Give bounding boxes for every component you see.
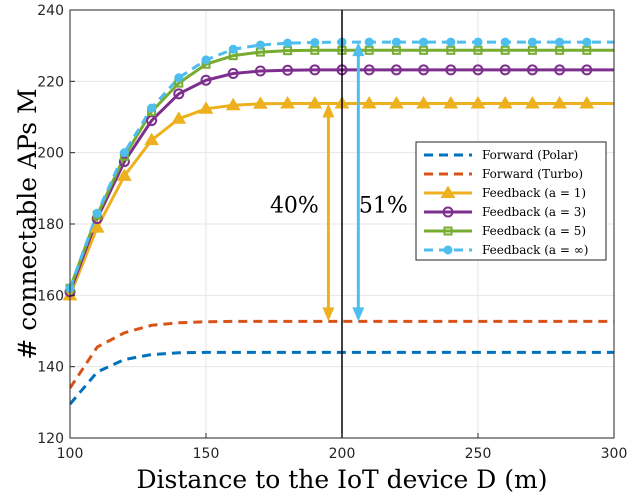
legend-marker-5: [443, 245, 453, 255]
y-tick-label: 200: [37, 146, 64, 162]
y-tick-label: 120: [37, 431, 64, 447]
annotation-label-0: 40%: [270, 193, 319, 218]
series-2-point: [389, 95, 404, 109]
series-2-point: [497, 95, 513, 109]
series-5-point: [555, 37, 565, 47]
series-4-point: [473, 45, 483, 55]
legend-label-1: Forward (Turbo): [482, 167, 583, 181]
y-tick-label: 160: [37, 288, 64, 304]
series-2-point: [117, 168, 132, 181]
legend-marker-2: [440, 185, 456, 198]
annotations: 40% 51%: [270, 10, 408, 438]
series-4-point: [364, 45, 374, 55]
y-tick-label: 180: [37, 217, 64, 233]
series-2-point: [198, 101, 214, 114]
series-5-point: [527, 37, 537, 47]
series-5-point: [119, 148, 129, 158]
series-4-point: [527, 45, 537, 55]
y-tick-label: 240: [37, 3, 64, 19]
x-axis-label: Distance to the IoT device D (m): [136, 465, 547, 494]
series-5-point: [582, 37, 592, 47]
series-2-point: [225, 97, 241, 111]
series-4-point: [446, 45, 456, 55]
legend-label-0: Forward (Polar): [482, 148, 578, 162]
x-tick-label: 150: [193, 446, 220, 462]
series-5-point: [364, 37, 374, 47]
series-3-point: [445, 64, 457, 76]
legend-label-3: Feedback (a = 3): [482, 205, 586, 219]
series-3-point: [526, 64, 538, 76]
series-2-point: [253, 96, 268, 109]
series-2-point: [416, 95, 431, 109]
arrow-head-bottom: [322, 307, 335, 322]
series-5-point: [310, 37, 320, 47]
series-2-point: [361, 95, 377, 109]
x-tick-label: 300: [601, 446, 628, 462]
series-4-point: [500, 45, 510, 55]
series-5-point: [419, 37, 429, 47]
series-2-point: [144, 132, 159, 146]
y-tick-label: 220: [37, 74, 64, 90]
series-4-point: [419, 45, 429, 55]
series-2-point: [579, 95, 595, 109]
series-2-point: [307, 95, 323, 109]
legend-marker-4: [443, 226, 453, 236]
series-line-1: [70, 319, 614, 389]
series-4-point: [582, 45, 592, 55]
series-5-point: [201, 55, 211, 65]
series-3-point: [200, 74, 212, 86]
legend-label-4: Feedback (a = 5): [482, 224, 586, 238]
x-tick-label: 100: [57, 446, 84, 462]
series-3-point: [173, 88, 185, 100]
annotation-arrow-1: [352, 42, 365, 322]
series-3-point: [554, 64, 566, 76]
series-3-point: [418, 64, 430, 76]
series-5-point: [228, 44, 238, 54]
series-5-point: [92, 208, 102, 218]
series-5-point: [255, 40, 265, 50]
series-2-point: [171, 111, 187, 124]
y-tick-label: 140: [37, 360, 64, 376]
legend: Forward (Polar) Forward (Turbo) Feedback (…: [415, 141, 607, 261]
series-3-point: [309, 64, 321, 76]
series-5-point: [500, 37, 510, 47]
annotation-label-1: 51%: [359, 193, 408, 218]
series-2-point: [525, 95, 540, 109]
arrow-head-bottom: [352, 307, 365, 322]
x-tick-label: 250: [465, 446, 492, 462]
legend-label-5: Feedback (a = ∞): [482, 243, 588, 257]
annotation-arrow-0: [322, 103, 335, 322]
series-2-point: [552, 95, 567, 109]
tick-labels: 100 150 200 250 300 120 140 160 180 200 220 240: [37, 3, 627, 462]
series-3-point: [254, 65, 266, 77]
series-4-point: [555, 45, 565, 55]
series-2-point: [443, 95, 459, 109]
series-2-point: [89, 220, 105, 233]
series-3-point: [472, 64, 484, 76]
series-3-point: [363, 64, 375, 76]
arrow-head-top: [352, 42, 365, 57]
series-5-point: [283, 38, 293, 48]
arrow-head-top: [322, 103, 335, 118]
series-5-point: [446, 37, 456, 47]
series-5-point: [174, 73, 184, 83]
series-3-point: [499, 64, 511, 76]
x-tick-label: 200: [329, 446, 356, 462]
series-3-point: [581, 64, 593, 76]
legend-marker-3: [442, 206, 454, 218]
series-5-point: [473, 37, 483, 47]
legend-box: [415, 141, 607, 261]
series-2-point: [470, 95, 486, 109]
series-3-point: [227, 67, 239, 79]
series-5-point: [391, 37, 401, 47]
y-axis-label: # connectable APs M: [13, 88, 42, 359]
series-3-point: [390, 64, 402, 76]
legend-label-2: Feedback (a = 1): [482, 186, 586, 200]
series-2-point: [280, 95, 295, 109]
series-5-point: [147, 103, 157, 113]
series-4-point: [391, 45, 401, 55]
series-3-point: [282, 64, 294, 76]
